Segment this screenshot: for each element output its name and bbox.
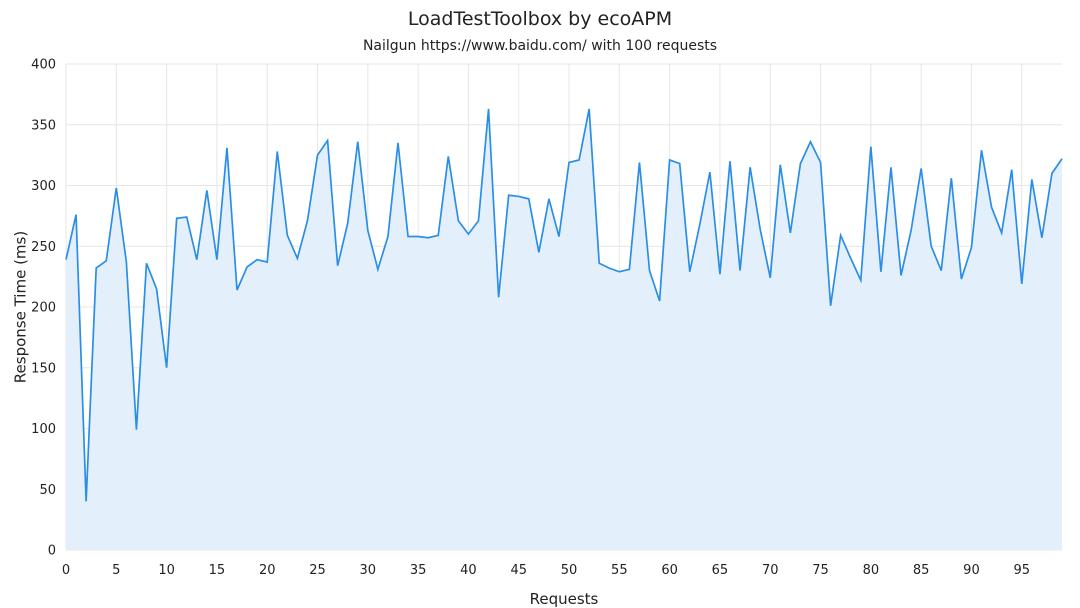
x-tick-label: 65: [712, 563, 729, 578]
x-tick-label: 35: [410, 563, 427, 578]
x-tick-label: 45: [510, 563, 527, 578]
y-tick-label: 200: [31, 301, 56, 316]
chart-title: LoadTestToolbox by ecoAPM: [407, 8, 673, 30]
chart-subtitle: Nailgun https://www.baidu.com/ with 100 …: [362, 38, 718, 54]
y-tick-label: 350: [31, 118, 56, 133]
x-tick-label: 25: [309, 563, 326, 578]
area-layer: [66, 108, 1062, 551]
x-tick-label: 20: [259, 563, 276, 578]
x-tick-label: 40: [460, 563, 477, 578]
x-axis-title: Requests: [530, 590, 599, 608]
x-tick-label: 30: [360, 563, 377, 578]
y-tick-label: 0: [48, 544, 56, 559]
y-tick-label: 250: [31, 240, 56, 255]
x-tick-label: 85: [913, 563, 930, 578]
series-line: [65, 108, 1063, 502]
x-tick-label: 50: [561, 563, 578, 578]
y-tick-label: 100: [31, 422, 56, 437]
y-axis-title: Response Time (ms): [11, 231, 29, 383]
y-axis-ticks: 0 50 100 150 200 250 300 350 400: [31, 58, 56, 559]
series-area: [66, 108, 1062, 551]
line-layer: [65, 108, 1063, 502]
x-tick-label: 80: [863, 563, 880, 578]
x-tick-label: 75: [812, 563, 829, 578]
x-tick-label: 55: [611, 563, 628, 578]
x-tick-label: 70: [762, 563, 779, 578]
y-tick-label: 400: [31, 58, 56, 73]
y-tick-label: 150: [31, 361, 56, 376]
x-tick-label: 90: [963, 563, 980, 578]
x-tick-label: 10: [158, 563, 175, 578]
y-tick-label: 300: [31, 179, 56, 194]
x-tick-label: 5: [112, 563, 120, 578]
x-axis-ticks: 0 5 10 15 20 25 30 35 40 45 50 55 60 65 70 75 80 85 90 95: [62, 563, 1030, 578]
x-tick-label: 95: [1013, 563, 1030, 578]
x-tick-label: 60: [661, 563, 678, 578]
y-tick-label: 50: [39, 483, 56, 498]
x-tick-label: 15: [209, 563, 226, 578]
x-tick-label: 0: [62, 563, 70, 578]
